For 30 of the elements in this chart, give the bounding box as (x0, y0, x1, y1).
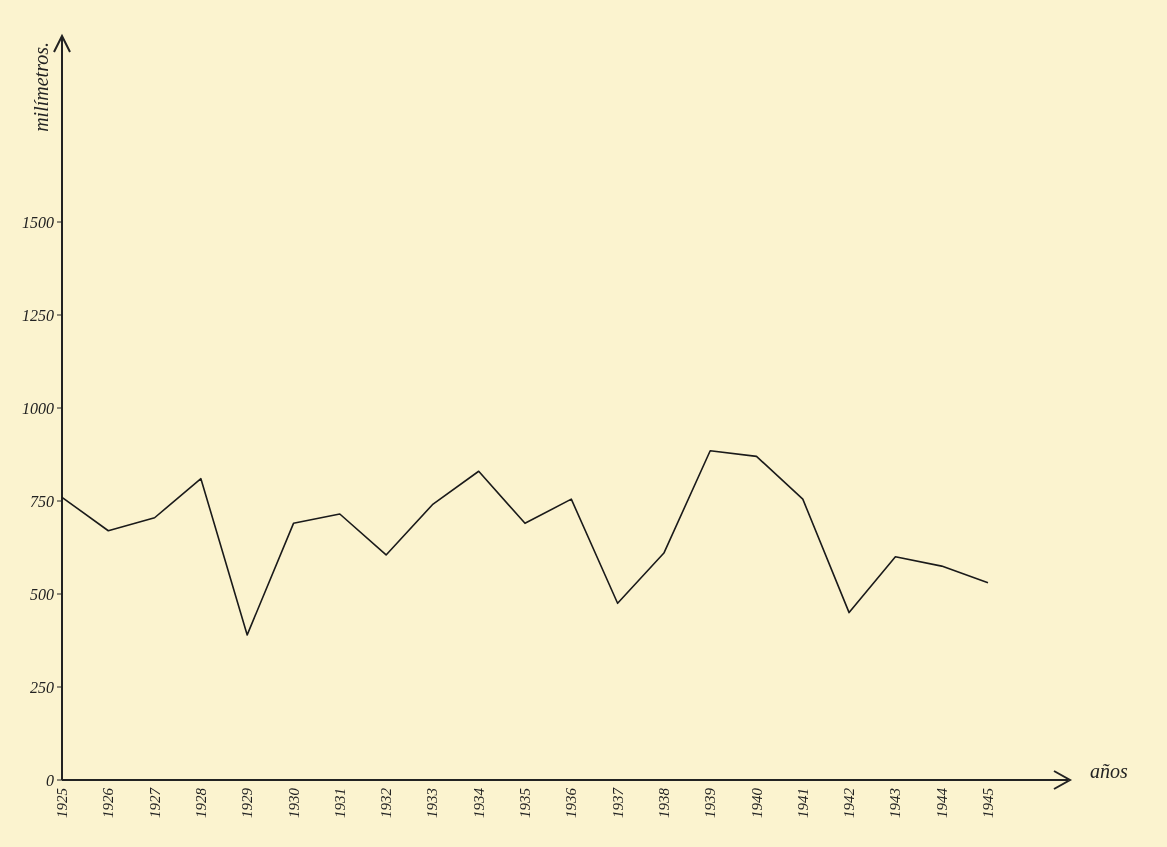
x-tick-label: 1931 (331, 788, 348, 818)
x-tick-label: 1945 (980, 787, 996, 818)
x-tick-label: 1929 (239, 787, 256, 818)
x-tick-label: 1933 (424, 788, 441, 818)
x-tick-label: 1944 (933, 787, 950, 818)
x-tick-label: 1925 (54, 787, 70, 818)
x-tick-label: 1932 (378, 787, 395, 818)
y-axis-title: milímetros. (30, 42, 52, 132)
x-tick-label: 1928 (192, 787, 209, 818)
x-tick-label: 1939 (702, 787, 719, 818)
x-tick-label: 1942 (841, 787, 858, 818)
x-tick-label: 1927 (146, 786, 163, 818)
x-tick-label: 1943 (887, 788, 904, 818)
y-tick-label: 0 (46, 771, 54, 789)
x-axis-title: años (1090, 760, 1128, 782)
y-tick-label: 500 (30, 585, 54, 603)
x-tick-label: 1930 (285, 787, 302, 818)
x-tick-label: 1937 (609, 786, 626, 818)
x-tick-label: 1935 (517, 787, 533, 818)
x-tick-label: 1941 (794, 788, 811, 818)
x-tick-label: 1926 (100, 787, 117, 818)
y-tick-label: 250 (30, 678, 54, 696)
y-tick-label: 750 (30, 492, 54, 510)
y-tick-label: 1000 (22, 399, 54, 417)
x-tick-label: 1934 (470, 787, 487, 818)
y-tick-label: 1250 (22, 306, 54, 324)
x-tick-label: 1936 (563, 787, 580, 818)
x-tick-label: 1938 (655, 787, 672, 818)
y-tick-label: 1500 (22, 213, 54, 231)
x-tick-label: 1940 (748, 787, 765, 818)
